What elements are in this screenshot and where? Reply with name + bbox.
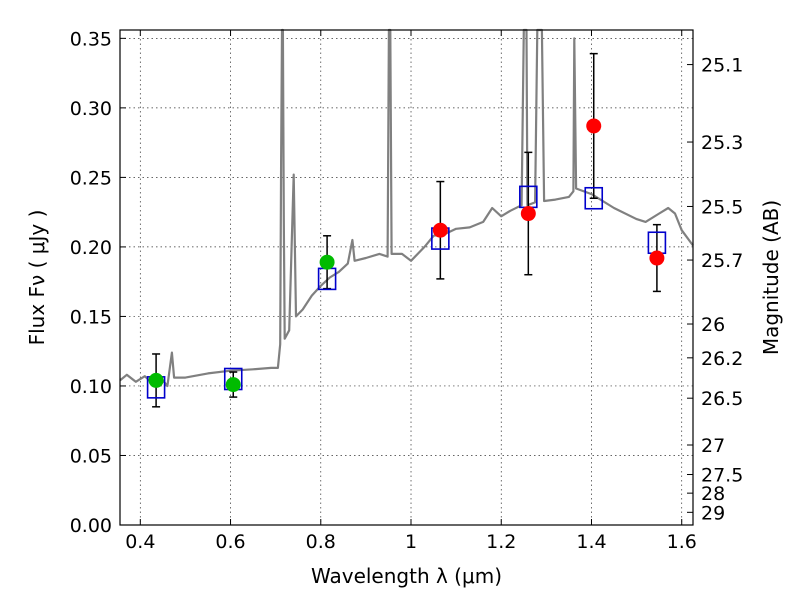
y2-tick-label: 27.5 <box>701 465 743 487</box>
y2-tick-label: 26 <box>701 314 725 336</box>
y-tick-label: 0.10 <box>70 376 112 398</box>
x-tick-label: 1.4 <box>576 531 606 553</box>
y2-tick-label: 25.5 <box>701 196 743 218</box>
x-tick-label: 1.6 <box>667 531 697 553</box>
y-tick-label: 0.15 <box>70 306 112 328</box>
y2-tick-label: 28 <box>701 483 725 505</box>
green-data-point <box>319 254 335 270</box>
y-axis-label: Flux Fν ( μJy ) <box>25 210 49 346</box>
y2-tick-label: 29 <box>701 502 725 524</box>
x-tick-label: 1 <box>405 531 417 553</box>
y2-tick-label: 26.5 <box>701 388 743 410</box>
x-tick-label: 0.4 <box>125 531 155 553</box>
y2-tick-label: 25.7 <box>701 250 743 272</box>
y2-axis-label: Magnitude (AB) <box>759 200 783 355</box>
x-tick-label: 0.8 <box>306 531 336 553</box>
axis-ticks: 0.4 0.6 0.8 1 1.2 1.4 1.6 0.00 0.05 0.10 0.15 0.20 0… <box>70 28 744 553</box>
plot-frame <box>119 29 694 526</box>
y-tick-label: 0.05 <box>70 445 112 467</box>
red-data-point <box>432 222 448 238</box>
x-tick-label: 0.6 <box>215 531 245 553</box>
y2-tick-label: 27 <box>701 435 725 457</box>
y-tick-label: 0.30 <box>70 98 112 120</box>
green-data-point <box>148 372 164 388</box>
y2-tick-label: 25.1 <box>701 55 743 77</box>
grid <box>120 30 693 526</box>
y-tick-label: 0.20 <box>70 237 112 259</box>
x-axis-label: Wavelength λ (μm) <box>311 564 502 588</box>
y2-tick-label: 25.3 <box>701 132 743 154</box>
red-data-point <box>520 206 536 222</box>
data-markers <box>146 118 667 399</box>
y-tick-label: 0.25 <box>70 167 112 189</box>
error-bars <box>152 52 661 408</box>
y2-tick-label: 26.2 <box>701 348 743 370</box>
green-data-point <box>225 377 241 393</box>
red-data-point <box>649 250 665 266</box>
model-spectrum <box>119 28 694 388</box>
y-tick-label: 0.00 <box>70 515 112 537</box>
x-tick-label: 1.2 <box>486 531 516 553</box>
spectrum-line <box>119 28 694 388</box>
red-data-point <box>586 118 602 134</box>
y-tick-label: 0.35 <box>70 28 112 50</box>
model-square-marker <box>584 186 604 210</box>
